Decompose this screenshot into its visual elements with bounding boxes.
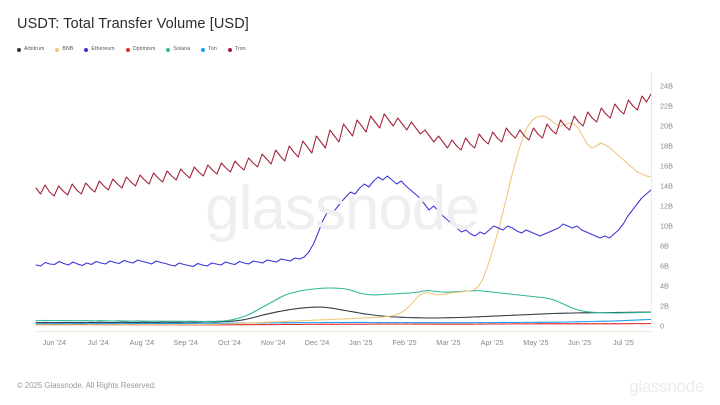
legend-item-label: Tron (234, 46, 246, 53)
legend-item-tron[interactable]: Tron (227, 46, 246, 53)
x-axis-tick-label: Mar '25 (436, 338, 461, 347)
y-axis-labels: 0 2B 4B 6B 8B 10B 12B 14B 16B 18B 20B 22B 24B (660, 68, 716, 340)
legend-color-dot-icon (125, 47, 130, 52)
legend-item-ton[interactable]: Ton (201, 47, 217, 52)
legend-color-dot-icon (17, 47, 21, 52)
x-axis-tick-label: Jan '25 (349, 338, 373, 347)
legend-color-dot-icon (166, 47, 171, 52)
y-axis-tick-label: 14B (660, 181, 673, 191)
x-axis-tick-label: Nov '24 (260, 338, 286, 347)
y-axis-tick-label: 12B (660, 201, 673, 211)
series-line-bnb (35, 115, 652, 326)
x-axis-labels: Jun '24 Jul '24 Aug '24 Sep '24 Oct '24 Nov '… (0, 338, 720, 356)
x-axis-tick-label: Feb '25 (392, 338, 417, 347)
legend-color-dot-icon (55, 47, 60, 52)
legend-item-label: BNB (62, 46, 74, 53)
legend-item-bnb[interactable]: BNB (55, 47, 73, 52)
y-axis-tick-label: 22B (660, 101, 673, 111)
x-axis-tick-label: Dec '24 (304, 338, 330, 347)
legend-item-solana[interactable]: Solana (166, 47, 190, 52)
x-axis-line (36, 331, 652, 332)
legend-item-optimism[interactable]: Optimism (125, 46, 156, 53)
x-axis-tick-label: Jun '24 (42, 338, 67, 347)
x-axis-tick-label: Apr '25 (480, 338, 504, 347)
y-axis-tick-label: 0 (660, 321, 665, 331)
page-title: USDT: Total Transfer Volume [USD] (17, 16, 249, 32)
legend-item-ethereum[interactable]: Ethereum (84, 46, 115, 53)
series-line-ton (35, 318, 652, 325)
x-axis-tick-label: Aug '24 (129, 338, 155, 347)
legend-item-label: Optimism (132, 46, 156, 53)
series-line-ethereum (35, 175, 652, 268)
brand-watermark: glassnode (629, 377, 704, 396)
y-axis-tick-label: 4B (660, 281, 669, 291)
legend-item-label: Solana (173, 46, 191, 53)
x-axis-tick-label: Jul '25 (612, 338, 634, 347)
x-axis-tick-label: Jul '24 (87, 338, 109, 347)
y-axis-line (651, 72, 652, 328)
series-line-solana (35, 287, 652, 323)
copyright-text: © 2025 Glassnode. All Rights Reserved. (17, 381, 157, 390)
y-axis-tick-label: 16B (660, 161, 673, 171)
x-axis-tick-label: Oct '24 (218, 338, 241, 347)
y-axis-tick-label: 10B (660, 221, 673, 231)
x-axis-tick-label: Sep '24 (173, 338, 198, 347)
series-lines-svg (35, 93, 652, 326)
x-axis-tick-label: May '25 (523, 338, 549, 347)
y-axis-tick-label: 6B (660, 261, 669, 271)
chart-legend: Arbitrum BNB Ethereum Optimism Solana Ton Tron (17, 44, 246, 56)
x-axis-tick-label: Jun '25 (567, 338, 592, 347)
y-axis-tick-label: 24B (660, 81, 673, 91)
series-line-arbitrum (35, 306, 652, 324)
legend-color-dot-icon (84, 47, 89, 52)
y-axis-tick-label: 18B (660, 141, 673, 151)
legend-color-dot-icon (201, 47, 206, 52)
y-axis-tick-label: 20B (660, 121, 673, 131)
legend-item-arbitrum[interactable]: Arbitrum (17, 47, 44, 52)
y-axis-tick-label: 8B (660, 241, 669, 251)
series-line-tron (35, 93, 652, 197)
legend-item-label: Arbitrum (24, 46, 45, 53)
chart-plot-area: glassnode (0, 68, 720, 340)
y-axis-tick-label: 2B (660, 301, 669, 311)
legend-item-label: Ton (208, 46, 217, 53)
legend-color-dot-icon (227, 47, 232, 52)
legend-item-label: Ethereum (91, 46, 115, 53)
